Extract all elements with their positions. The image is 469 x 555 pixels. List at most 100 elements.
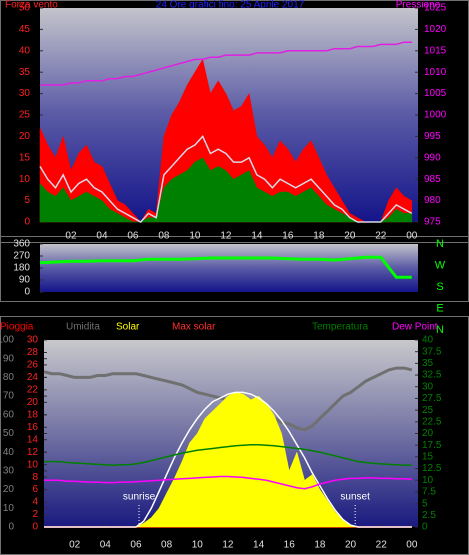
x-tick-label: 16 — [282, 231, 294, 242]
x-tick-label: 04 — [100, 540, 112, 551]
compass-label: S — [436, 281, 443, 293]
x-tick-label: 00 — [406, 231, 418, 242]
legend-label: Temperatura — [312, 322, 369, 333]
x-tick-label: 22 — [375, 231, 387, 242]
y-tick-label: 100 — [0, 335, 14, 346]
y2-tick-label: 40 — [422, 335, 434, 346]
y2-tick-label: 975 — [424, 217, 441, 228]
y3-tick-label: 8 — [32, 472, 38, 483]
y-tick-label: 180 — [13, 263, 30, 274]
x-tick-label: 10 — [189, 231, 201, 242]
x-tick-label: 04 — [96, 231, 108, 242]
chart-title: 24 Ore grafici fino: 25 Aprile 2017 — [156, 0, 305, 11]
y-tick-label: 50 — [3, 428, 15, 439]
y2-axis-label: Pressione — [396, 0, 441, 11]
y2-tick-label: 35 — [422, 358, 434, 369]
y-tick-label: 35 — [19, 67, 31, 78]
x-tick-label: 22 — [376, 540, 388, 551]
y-tick-label: 90 — [19, 275, 31, 286]
x-tick-label: 20 — [345, 540, 357, 551]
y-tick-label: 90 — [3, 353, 15, 364]
y-tick-label: 0 — [24, 217, 30, 228]
y-tick-label: 15 — [19, 152, 31, 163]
x-tick-label: 18 — [314, 540, 326, 551]
legend-label: Dew Point — [392, 322, 438, 333]
y2-tick-label: 0 — [422, 522, 428, 533]
y3-tick-label: 12 — [27, 447, 39, 458]
legend-label: Max solar — [172, 322, 216, 333]
y-tick-label: 10 — [19, 174, 31, 185]
y-tick-label: 20 — [19, 131, 31, 142]
y2-tick-label: 1010 — [424, 67, 447, 78]
x-tick-label: 12 — [222, 540, 234, 551]
y-tick-label: 70 — [3, 391, 15, 402]
annotation: sunrise — [123, 492, 156, 503]
y2-tick-label: 1025 — [424, 3, 447, 14]
y3-tick-label: 18 — [27, 409, 39, 420]
compass-label: N — [436, 238, 444, 250]
y3-tick-label: 20 — [27, 397, 39, 408]
y-tick-label: 0 — [8, 522, 14, 533]
legend-label: Umidita — [66, 322, 100, 333]
x-tick-label: 08 — [158, 231, 170, 242]
x-tick-label: 20 — [344, 231, 356, 242]
annotation: sunset — [340, 492, 370, 503]
x-tick-label: 12 — [220, 231, 232, 242]
y2-tick-label: 17.5 — [422, 440, 442, 451]
y-tick-label: 360 — [13, 239, 30, 250]
x-tick-label: 08 — [161, 540, 173, 551]
x-tick-label: 18 — [313, 231, 325, 242]
y3-tick-label: 6 — [32, 484, 38, 495]
x-tick-label: 06 — [127, 231, 139, 242]
y3-tick-label: 30 — [27, 335, 39, 346]
y2-tick-label: 1020 — [424, 24, 447, 35]
y3-tick-label: 26 — [27, 360, 39, 371]
y2-tick-label: 1005 — [424, 88, 447, 99]
y-tick-label: 0 — [24, 287, 30, 298]
y2-tick-label: 12.5 — [422, 463, 442, 474]
legend-label: Pioggia — [0, 322, 34, 333]
x-tick-label: 06 — [130, 540, 142, 551]
y-tick-label: 270 — [13, 251, 30, 262]
y-tick-label: 25 — [19, 110, 31, 121]
y3-tick-label: 4 — [32, 497, 38, 508]
y2-tick-label: 10 — [422, 475, 434, 486]
y-tick-label: 50 — [19, 3, 31, 14]
y2-tick-label: 980 — [424, 195, 441, 206]
y3-tick-label: 0 — [32, 522, 38, 533]
y-tick-label: 30 — [19, 88, 31, 99]
y-tick-label: 45 — [19, 24, 31, 35]
y2-tick-label: 1000 — [424, 110, 447, 121]
line — [39, 255, 412, 279]
legend-label: Solar — [116, 322, 140, 333]
compass-label: W — [435, 259, 446, 271]
y-tick-label: 60 — [3, 409, 15, 420]
y-tick-label: 20 — [3, 484, 15, 495]
y-tick-label: 40 — [3, 447, 15, 458]
y-tick-label: 30 — [3, 466, 15, 477]
y2-tick-label: 5 — [422, 498, 428, 509]
y2-tick-label: 22.5 — [422, 416, 442, 427]
y2-tick-label: 1015 — [424, 45, 447, 56]
x-tick-label: 02 — [69, 540, 81, 551]
y3-tick-label: 22 — [27, 385, 39, 396]
y-axis-label: Forza vento — [5, 0, 58, 11]
y3-tick-label: 28 — [27, 347, 39, 358]
y-tick-label: 5 — [24, 195, 30, 206]
y2-tick-label: 985 — [424, 174, 441, 185]
y3-tick-label: 2 — [32, 509, 38, 520]
x-tick-label: 14 — [253, 540, 265, 551]
x-tick-label: 10 — [192, 540, 204, 551]
line — [44, 443, 412, 467]
y2-tick-label: 27.5 — [422, 393, 442, 404]
x-tick-label: 16 — [284, 540, 296, 551]
y2-tick-label: 25 — [422, 405, 434, 416]
y2-tick-label: 15 — [422, 452, 434, 463]
y3-tick-label: 14 — [27, 434, 39, 445]
y-tick-label: 40 — [19, 45, 31, 56]
y2-tick-label: 37.5 — [422, 346, 442, 357]
y2-tick-label: 2.5 — [422, 510, 436, 521]
y2-tick-label: 32.5 — [422, 370, 442, 381]
